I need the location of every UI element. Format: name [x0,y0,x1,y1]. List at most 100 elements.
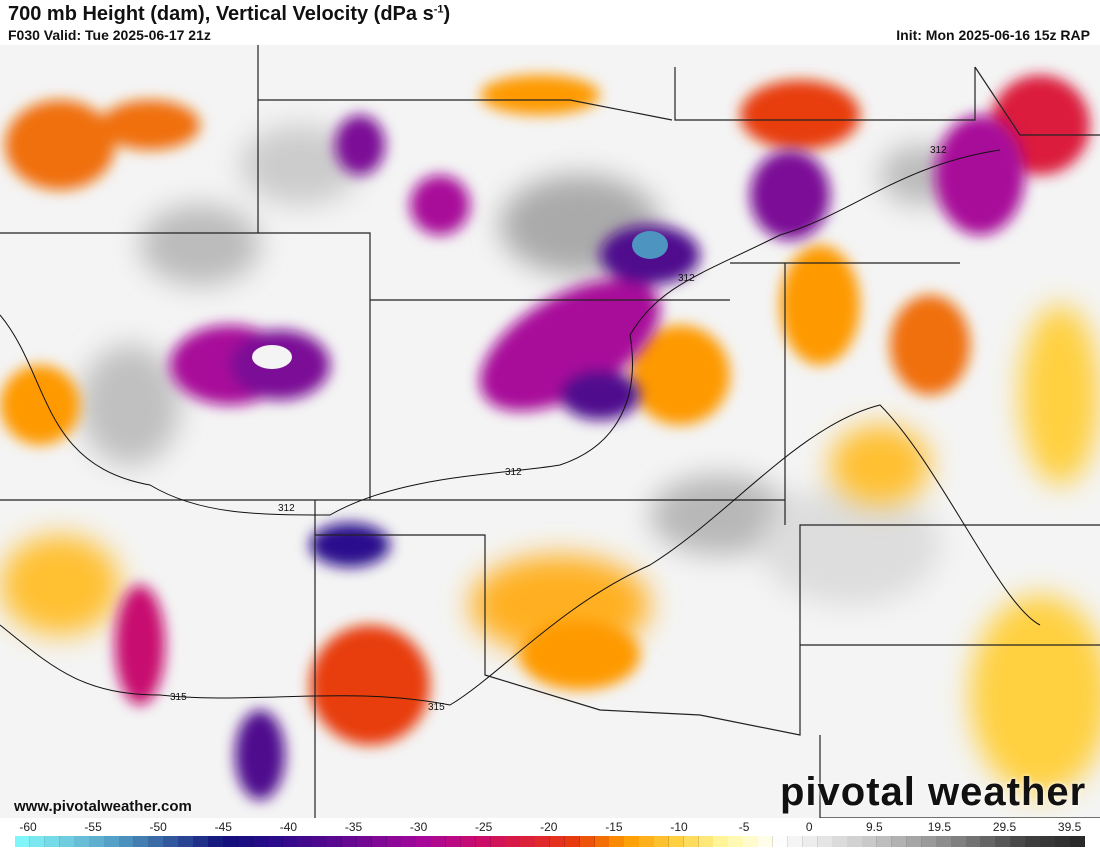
colorbar-tick: -60 [19,820,37,834]
colorbar-swatch [535,836,551,847]
contour-label: 312 [278,503,295,514]
colorbar-swatch [862,836,878,847]
colorbar-swatch [163,836,179,847]
colorbar-swatch [1055,836,1071,847]
colorbar-swatch [713,836,729,847]
colorbar-swatch [876,836,893,847]
colorbar-tick: 19.5 [927,820,952,834]
colorbar-tick: 9.5 [865,820,883,834]
colorbar-swatch [921,836,937,847]
colorbar-swatch [817,836,833,847]
colorbar-swatch [59,836,75,847]
colorbar-swatch [252,836,269,847]
purple-field [115,115,1025,800]
contour-label: 312 [505,467,522,478]
colorbar-swatch [520,836,536,847]
colorbar-swatch [995,836,1012,847]
colorbar-swatch [475,836,492,847]
colorbar-tick: -30 [409,820,428,834]
colorbar-tick: -25 [475,820,493,834]
colorbar-swatch [401,836,417,847]
colorbar-swatch [312,836,328,847]
colorbar-swatch [1040,836,1056,847]
chart-title: 700 mb Height (dam), Vertical Velocity (… [8,3,451,25]
colorbar-swatch [445,836,462,847]
colorbar-swatch [891,836,908,847]
colorbar-swatch [787,836,804,847]
colorbar-tick: -5 [738,820,750,834]
contour-label: 315 [428,702,445,713]
colorbar-swatch [237,836,254,847]
colorbar-swatch [223,836,239,847]
colorbar-tick: 0 [805,820,813,834]
velocity-hole [252,345,292,369]
velocity-max [632,231,668,259]
colorbar-swatch [802,836,818,847]
colorbar-swatch [683,836,700,847]
colorbar-swatch [104,836,120,847]
contour-label: 312 [930,145,947,156]
colorbar-swatch [505,836,521,847]
map-svg: 312 312 312 312 315 315 [0,45,1100,818]
colorbar-swatch [133,836,150,847]
colorbar-swatch [550,836,566,847]
colorbar-swatch [980,836,997,847]
colorbar-swatch [728,836,744,847]
colorbar-swatch [966,836,982,847]
colorbar-swatch [1070,836,1086,847]
colorbar-swatch [460,836,477,847]
contour-label: 312 [678,273,695,284]
colorbar-swatch [356,836,373,847]
colorbar-swatch [371,836,388,847]
colorbar-tick: -40 [279,820,298,834]
colorbar-swatch [431,836,447,847]
brand-logo: pivotal weather [780,770,1087,814]
colorbar-swatch [386,836,402,847]
colorbar-swatch [772,836,789,847]
site-url: www.pivotalweather.com [14,798,192,815]
colorbar-swatch [44,836,61,847]
height-contours [0,149,1041,706]
colorbar-swatch [193,836,209,847]
colorbar-tick: -45 [214,820,232,834]
colorbar-swatch [654,836,670,847]
colorbar-swatch [951,836,967,847]
colorbar-swatch [1010,836,1027,847]
colorbar-swatch [208,836,224,847]
colorbar-swatch [148,836,165,847]
init-time: Init: Mon 2025-06-16 15z RAP [896,27,1090,43]
colorbar-swatch [282,836,298,847]
colorbar-swatch [267,836,283,847]
colorbar-swatch [847,836,863,847]
colorbar-swatch [178,836,194,847]
weather-map: 312 312 312 312 315 315 [0,45,1100,818]
colorbar-swatch [490,836,506,847]
state-borders [0,45,1100,818]
colorbar-swatch [1025,836,1041,847]
colorbar-swatch [936,836,952,847]
colorbar-swatch [564,836,581,847]
colorbar-swatch [297,836,313,847]
colorbar: -60 -55 -50 -45 -40 -35 -30 -25 -20 -15 -10 -5 0 9.5 1… [0,818,1100,850]
colorbar-tick: 39.5 [1057,820,1082,834]
colorbar-swatch [668,836,685,847]
colorbar-swatch [327,836,343,847]
orange-field [0,75,1090,745]
colorbar-swatch [15,836,31,847]
valid-time: F030 Valid: Tue 2025-06-17 21z [8,27,211,43]
colorbar-swatch [29,836,46,847]
contour-label: 315 [170,692,187,703]
colorbar-swatch [89,836,105,847]
colorbar-swatch [832,836,848,847]
colorbar-swatch [906,836,923,847]
colorbar-tick: 29.5 [992,820,1017,834]
colorbar-tick: -15 [605,820,623,834]
colorbar-swatch [341,836,358,847]
colorbar-swatch [416,836,432,847]
colorbar-tick: -55 [84,820,102,834]
colorbar-swatch [743,836,759,847]
colorbar-tick: -20 [540,820,558,834]
colorbar-swatch [698,836,714,847]
colorbar-swatch [609,836,625,847]
colorbar-tick: -35 [344,820,363,834]
